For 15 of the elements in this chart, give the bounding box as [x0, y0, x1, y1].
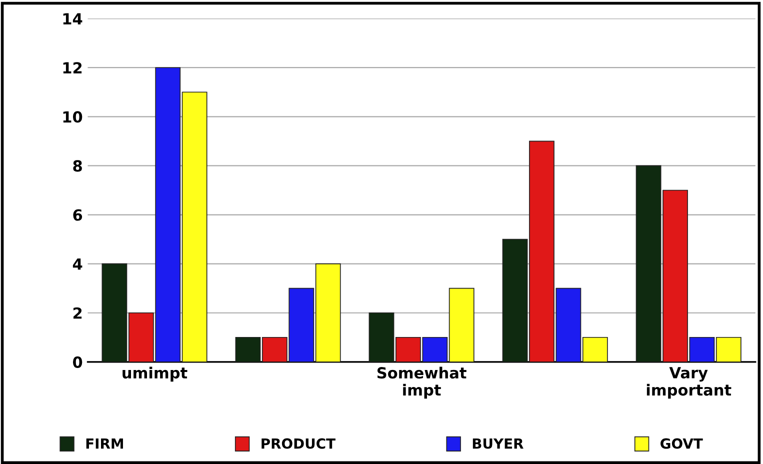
x-tick-label: Vary important: [646, 367, 732, 399]
legend-label: GOVT: [660, 438, 703, 449]
legend-label: FIRM: [86, 438, 123, 449]
y-tick-label: 10: [63, 111, 82, 123]
x-tick-label: Somewhat impt: [377, 366, 466, 399]
y-tick-label: 14: [63, 13, 82, 24]
y-tick-label: 8: [73, 160, 82, 172]
y-tick-label: 2: [73, 307, 82, 319]
y-tick-label: 0: [72, 356, 82, 368]
y-tick-label: 6: [73, 209, 82, 221]
y-tick-label: 12: [63, 62, 82, 74]
x-tick-label: umimpt: [122, 366, 188, 382]
legend-label: PRODUCT: [262, 438, 336, 449]
y-tick-label: 4: [72, 258, 82, 270]
legend-label: BUYER: [472, 438, 524, 449]
